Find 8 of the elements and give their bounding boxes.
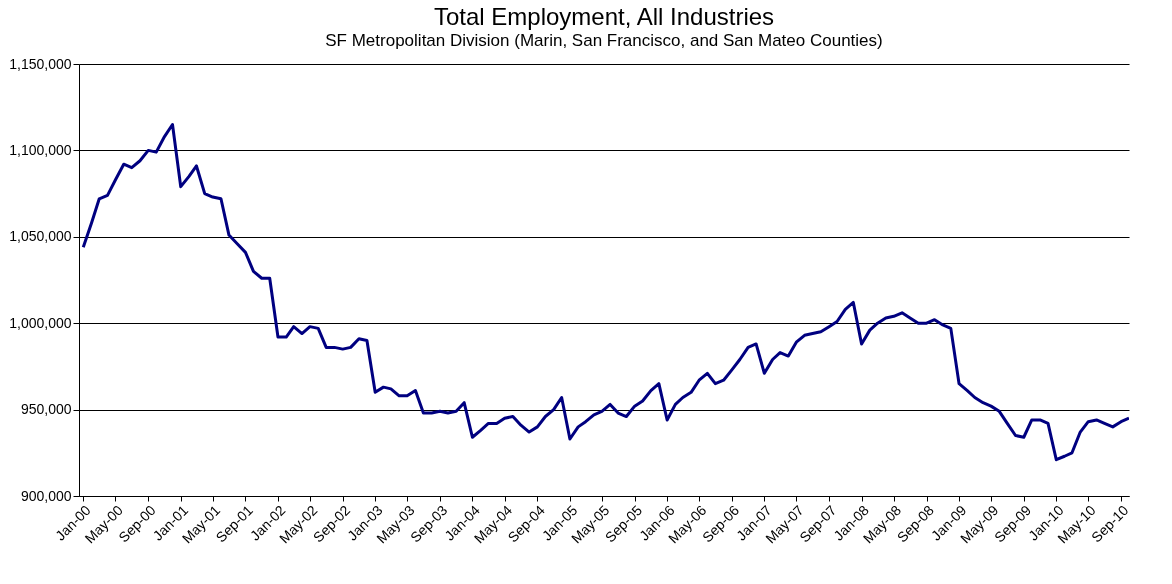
y-tick-label: 950,000	[20, 401, 72, 418]
y-tick-label: 1,050,000	[9, 228, 72, 245]
y-tick-label: 1,150,000	[9, 55, 72, 72]
chart-title: Total Employment, All Industries	[433, 3, 775, 30]
y-tick-label: 900,000	[20, 487, 72, 504]
chart-subtitle: SF Metropolitan Division (Marin, San Francisco, and San Mateo Counties)	[325, 31, 883, 50]
y-tick-label: 1,000,000	[9, 314, 72, 331]
y-tick-label: 1,100,000	[9, 141, 72, 158]
